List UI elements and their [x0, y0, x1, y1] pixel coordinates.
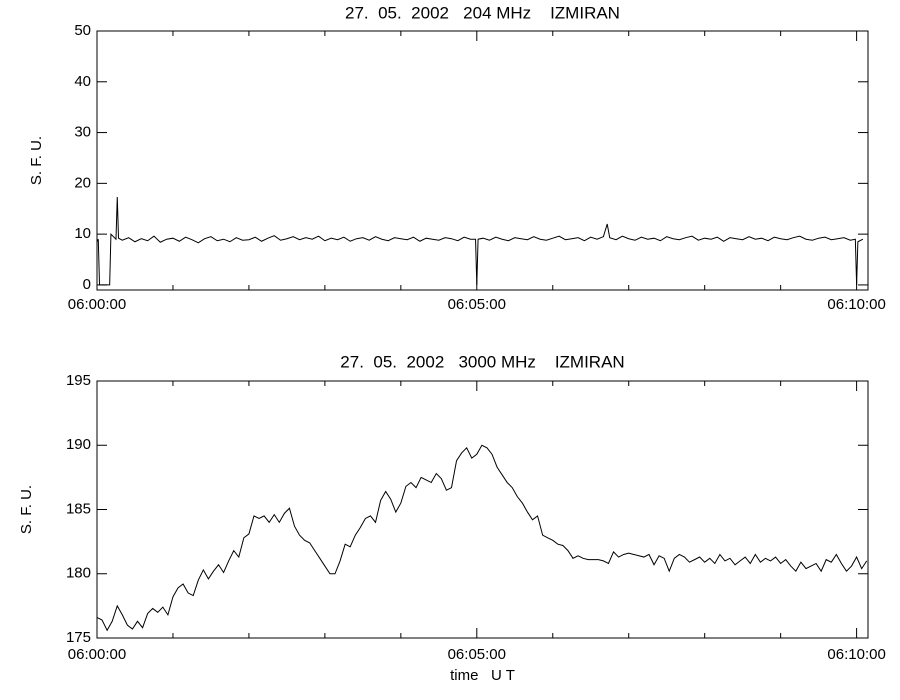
y-tick-label: 180: [66, 565, 91, 582]
y-tick-label: 0: [83, 276, 91, 293]
y-tick-label: 185: [66, 500, 91, 517]
y-tick-label: 30: [74, 124, 91, 141]
y-tick-label: 50: [74, 22, 91, 39]
y-axis-label: S. F. U.: [28, 136, 45, 185]
x-tick-label: 06:10:00: [827, 296, 885, 313]
plot-frame: [96, 30, 869, 291]
plot-frame: [96, 380, 869, 639]
x-tick-label: 06:00:00: [68, 296, 126, 313]
y-tick-label: 40: [74, 73, 91, 90]
x-tick-label: 06:05:00: [448, 646, 506, 663]
data-line: [96, 444, 868, 632]
data-line: [96, 197, 864, 286]
x-axis-label: time U T: [450, 667, 515, 684]
chart-title: 27. 05. 2002 204 MHz IZMIRAN: [345, 3, 620, 22]
x-tick-label: 06:00:00: [68, 646, 126, 663]
y-tick-label: 190: [66, 436, 91, 453]
x-tick-label: 06:05:00: [448, 296, 506, 313]
x-tick-label: 06:10:00: [827, 646, 885, 663]
y-tick-label: 175: [66, 629, 91, 646]
y-axis-label: S. F. U.: [18, 485, 35, 534]
chart-title: 27. 05. 2002 3000 MHz IZMIRAN: [340, 352, 624, 371]
y-tick-label: 10: [74, 225, 91, 242]
y-tick-label: 195: [66, 372, 91, 389]
y-tick-label: 20: [74, 174, 91, 191]
